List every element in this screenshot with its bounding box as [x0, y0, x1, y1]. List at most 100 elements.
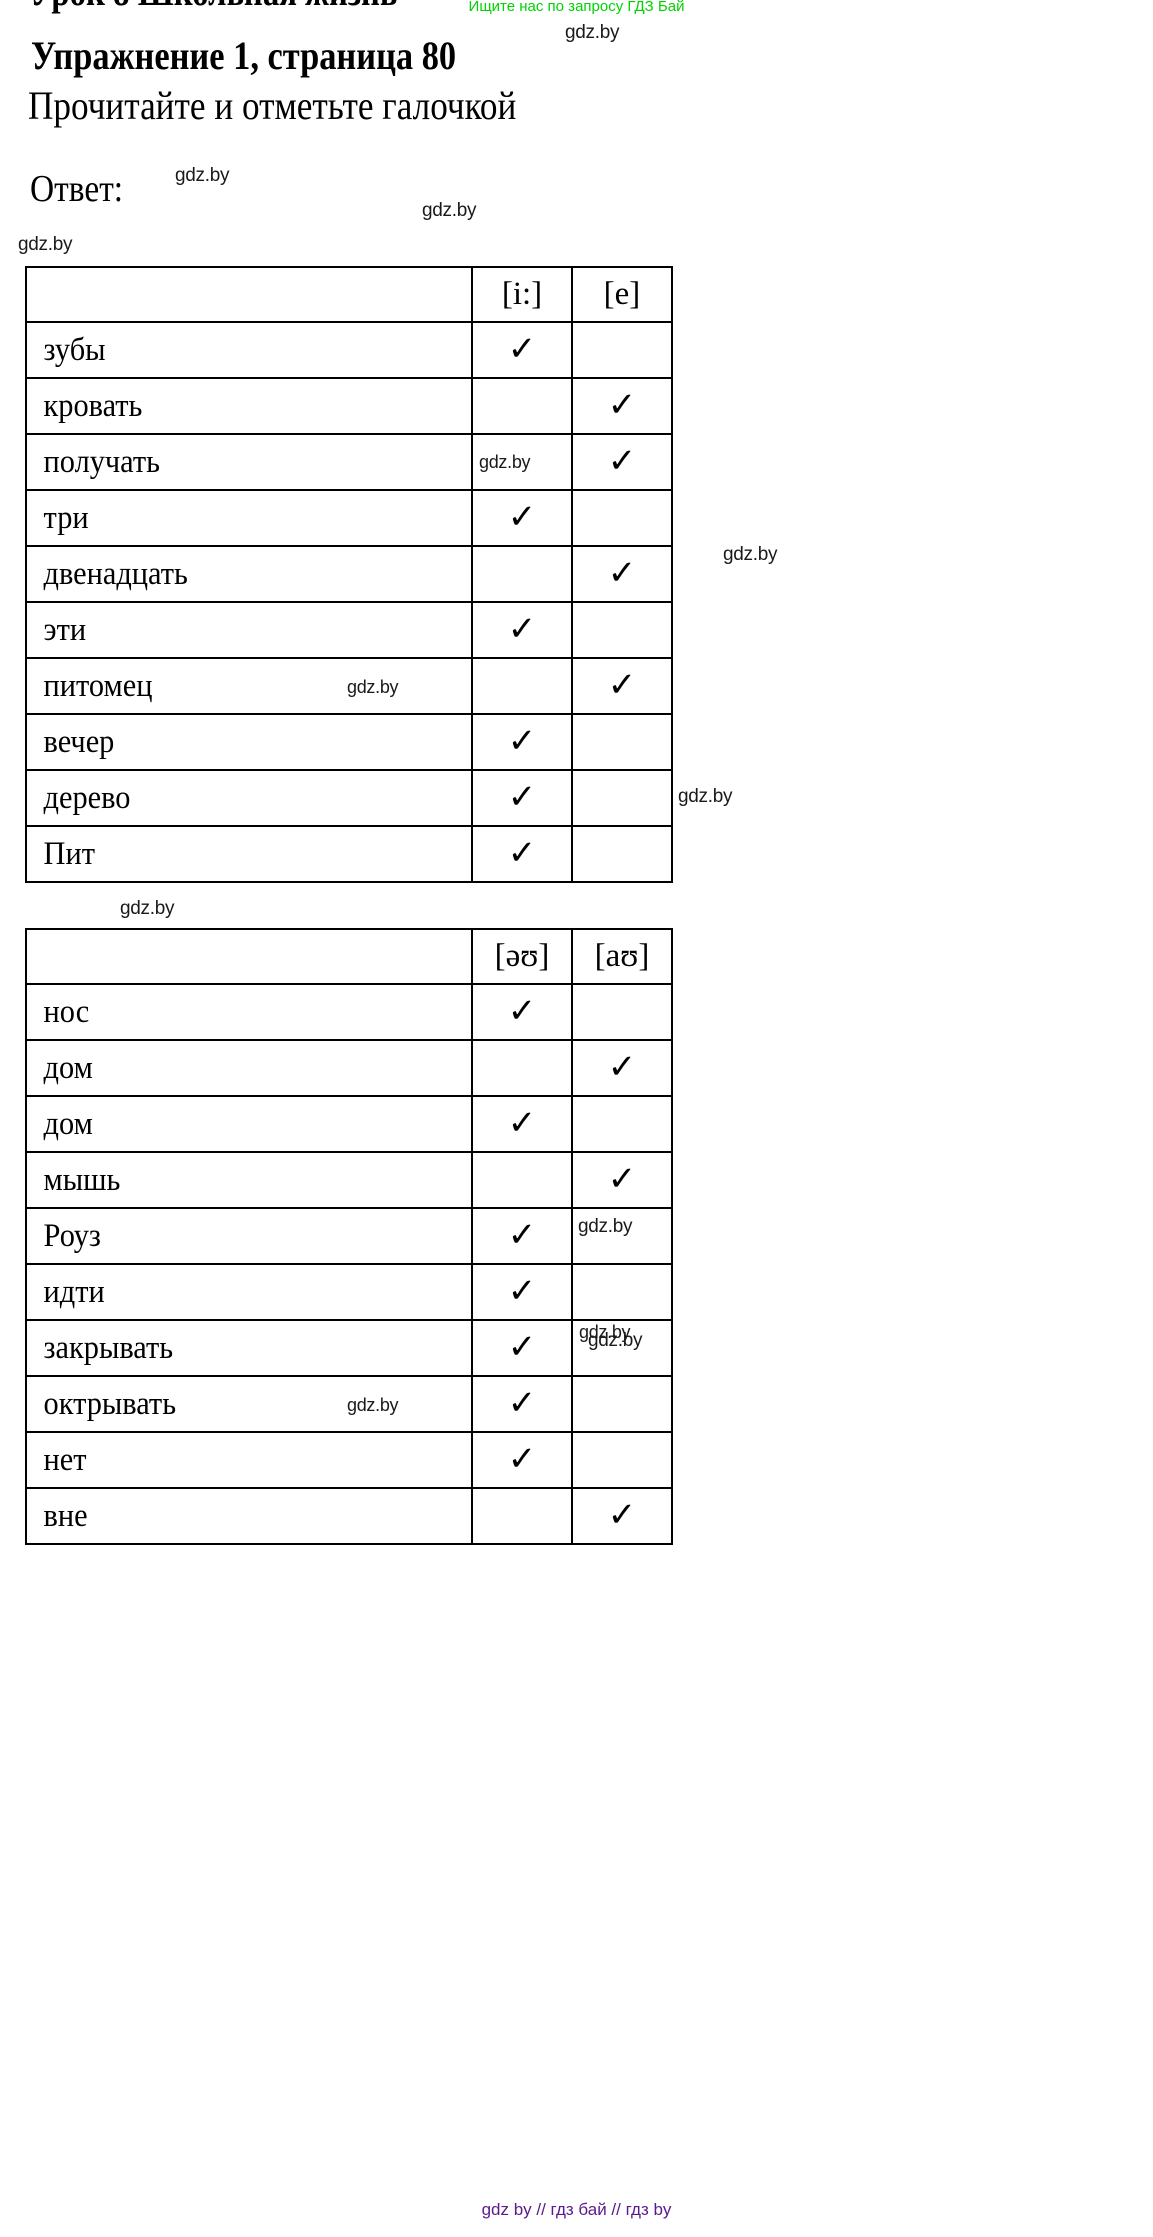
word-cell: дерево	[25, 769, 473, 827]
clipped-lesson-heading: Урок 8 Школьная жизнь	[30, 0, 650, 20]
table-row: зубы ✓	[25, 321, 673, 379]
word-cell: эти	[25, 601, 473, 659]
check-icon: ✓	[607, 1497, 637, 1534]
header-cell-word	[25, 928, 473, 985]
tick-cell-empty[interactable]	[471, 1039, 573, 1097]
tick-cell-empty[interactable]	[471, 1487, 573, 1545]
word-label: двенадцать	[43, 555, 188, 592]
word-label: Роуз	[43, 1217, 101, 1254]
vowel-table-ou-au: [əʊ] [aʊ] нос ✓ дом ✓ дом ✓ мышь ✓ Роуз ✓ идти ✓ зак…	[25, 928, 673, 1545]
watermark-4: gdz.by	[723, 544, 778, 565]
word-label: нет	[43, 1441, 87, 1478]
tick-cell-empty[interactable]	[571, 489, 673, 547]
tick-cell-empty[interactable]	[471, 377, 573, 435]
tick-cell-checked[interactable]: ✓	[471, 713, 573, 771]
tick-cell-empty[interactable]	[571, 601, 673, 659]
word-label: дерево	[43, 779, 131, 816]
tick-cell-checked[interactable]: ✓	[471, 769, 573, 827]
word-cell: три	[25, 489, 473, 547]
table-header-row: [əʊ] [aʊ]	[25, 928, 673, 985]
tick-cell-checked[interactable]: ✓	[571, 1039, 673, 1097]
table-header-row: [i:] [e]	[25, 266, 673, 323]
word-label: вечер	[43, 723, 115, 760]
tick-cell-checked[interactable]: ✓	[471, 1375, 573, 1433]
table2-body: нос ✓ дом ✓ дом ✓ мышь ✓ Роуз ✓ идти ✓ закрывать ✓ gdz…	[25, 983, 673, 1545]
check-icon: ✓	[607, 443, 637, 480]
word-cell: кровать	[25, 377, 473, 435]
tick-cell-checked[interactable]: ✓	[571, 1151, 673, 1209]
tick-cell-checked[interactable]: ✓	[471, 1263, 573, 1321]
tick-cell-empty[interactable]	[571, 321, 673, 379]
table-row: мышь ✓	[25, 1151, 673, 1209]
table-row: дом ✓	[25, 1095, 673, 1153]
check-icon: ✓	[507, 1385, 537, 1422]
check-icon: ✓	[507, 1329, 537, 1366]
word-label: октрывать	[43, 1385, 177, 1422]
tick-cell-checked[interactable]: ✓	[571, 377, 673, 435]
word-cell: идти	[25, 1263, 473, 1321]
table-row: вне ✓	[25, 1487, 673, 1545]
tick-cell-empty[interactable]	[471, 657, 573, 715]
tick-cell-checked[interactable]: ✓	[571, 657, 673, 715]
tick-cell-empty[interactable]	[571, 713, 673, 771]
tick-cell-checked[interactable]: ✓	[471, 983, 573, 1041]
word-cell: нос	[25, 983, 473, 1041]
tick-cell-checked[interactable]: ✓	[571, 1487, 673, 1545]
tick-cell-checked[interactable]: ✓	[571, 433, 673, 491]
watermark-6: gdz.by	[120, 898, 175, 919]
cell-watermark: gdz.by	[479, 452, 531, 472]
check-icon: ✓	[507, 611, 537, 648]
watermark-0: gdz.by	[565, 22, 620, 43]
word-label: мышь	[43, 1161, 121, 1198]
tick-cell-checked[interactable]: ✓	[471, 1095, 573, 1153]
check-icon: ✓	[507, 1441, 537, 1478]
word-label: кровать	[43, 387, 143, 424]
tick-cell-checked[interactable]: ✓	[471, 825, 573, 883]
word-label: зубы	[43, 331, 106, 368]
header-cell-ipa-1: [əʊ]	[471, 928, 573, 985]
word-label: три	[43, 499, 89, 536]
word-cell: получать	[25, 433, 473, 491]
tick-cell-checked[interactable]: ✓	[471, 601, 573, 659]
table-row: Роуз ✓	[25, 1207, 673, 1265]
tick-cell-empty[interactable]	[571, 1095, 673, 1153]
tick-cell-empty[interactable]	[571, 983, 673, 1041]
tick-cell-empty[interactable]	[571, 1207, 673, 1265]
word-cell: закрывать	[25, 1319, 473, 1377]
table-row: получать gdz.by ✓	[25, 433, 673, 491]
tick-cell-checked[interactable]: ✓	[471, 1319, 573, 1377]
check-icon: ✓	[607, 555, 637, 592]
word-cell: двенадцать	[25, 545, 473, 603]
table-row: идти ✓	[25, 1263, 673, 1321]
tick-cell-empty[interactable]	[471, 545, 573, 603]
tick-cell-empty[interactable]	[571, 1263, 673, 1321]
check-icon: ✓	[607, 1049, 637, 1086]
table-row: вечер ✓	[25, 713, 673, 771]
word-label: получать	[43, 443, 160, 480]
word-cell: Пит	[25, 825, 473, 883]
table-row: кровать ✓	[25, 377, 673, 435]
tick-cell-empty[interactable]	[571, 1375, 673, 1433]
word-cell: дом	[25, 1095, 473, 1153]
tick-cell-empty[interactable]	[571, 1431, 673, 1489]
tick-cell-checked[interactable]: ✓	[471, 489, 573, 547]
table-row: дерево ✓	[25, 769, 673, 827]
word-label: дом	[43, 1049, 93, 1086]
check-icon: ✓	[507, 1217, 537, 1254]
word-cell: Роуз	[25, 1207, 473, 1265]
tick-cell-empty[interactable]: gdz.by	[471, 433, 573, 491]
tick-cell-checked[interactable]: ✓	[571, 545, 673, 603]
tick-cell-checked[interactable]: ✓	[471, 1207, 573, 1265]
word-cell: вечер	[25, 713, 473, 771]
tick-cell-empty[interactable]	[571, 825, 673, 883]
word-label: нос	[43, 993, 90, 1030]
tick-cell-checked[interactable]: ✓	[471, 321, 573, 379]
tick-cell-empty[interactable]	[571, 769, 673, 827]
word-cell: зубы	[25, 321, 473, 379]
tick-cell-checked[interactable]: ✓	[471, 1431, 573, 1489]
header-cell-ipa-1: [i:]	[471, 266, 573, 323]
tick-cell-empty[interactable]: gdz.by	[571, 1319, 673, 1377]
word-label: питомец	[43, 667, 153, 704]
clipped-lesson-heading-text: Урок 8 Школьная жизнь	[30, 0, 397, 15]
tick-cell-empty[interactable]	[471, 1151, 573, 1209]
